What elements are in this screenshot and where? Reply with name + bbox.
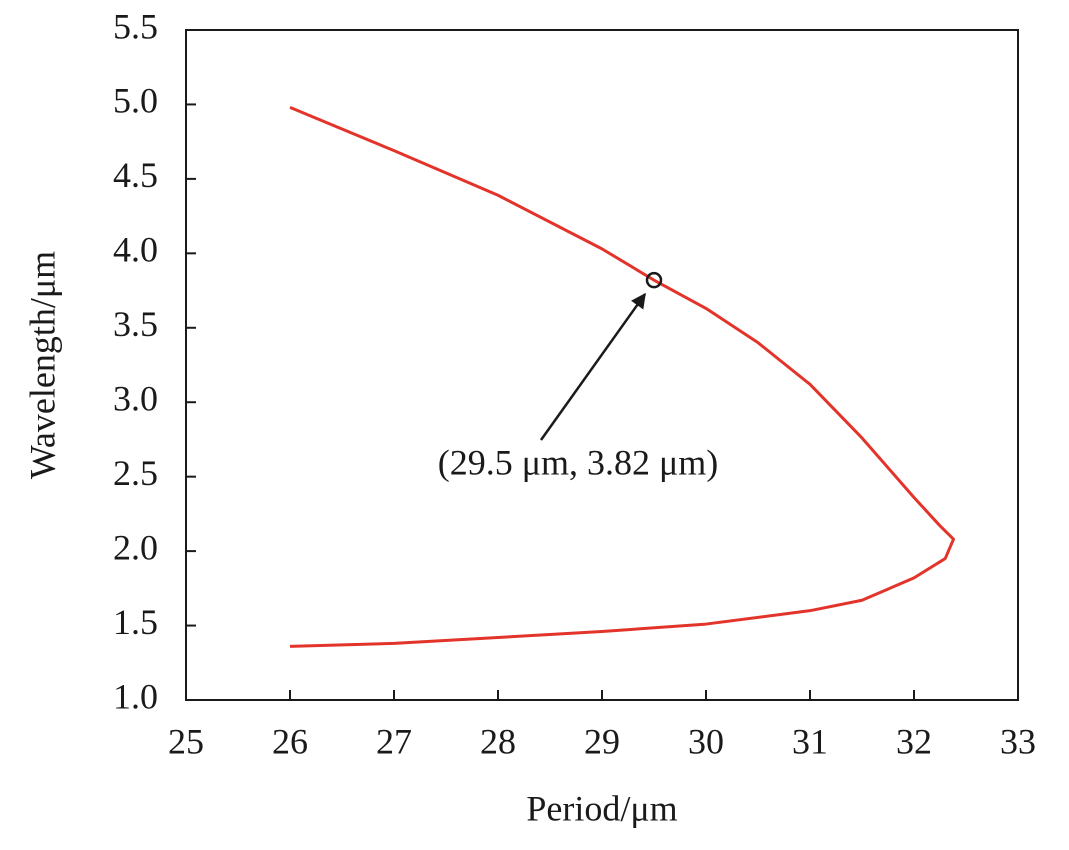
y-tick-label: 5.5 <box>113 6 158 46</box>
x-tick-label: 32 <box>896 721 932 761</box>
x-axis-label: Period/μm <box>526 788 677 828</box>
x-tick-label: 28 <box>480 721 516 761</box>
x-tick-label: 30 <box>688 721 724 761</box>
y-tick-label: 3.5 <box>113 304 158 344</box>
x-tick-label: 31 <box>792 721 828 761</box>
y-tick-label: 5.0 <box>113 81 158 121</box>
x-tick-label: 29 <box>584 721 620 761</box>
y-tick-label: 1.5 <box>113 602 158 642</box>
x-tick-label: 27 <box>376 721 412 761</box>
x-tick-label: 26 <box>272 721 308 761</box>
y-axis-label: Wavelength/μm <box>22 251 62 479</box>
y-tick-label: 2.0 <box>113 527 158 567</box>
annotation-arrow <box>539 292 647 441</box>
marker <box>645 271 663 289</box>
x-tick-label: 33 <box>1000 721 1036 761</box>
x-tick-label: 25 <box>168 721 204 761</box>
y-tick-label: 4.5 <box>113 155 158 195</box>
annotation: (29.5 μm, 3.82 μm) <box>438 442 719 482</box>
y-tick-label: 3.0 <box>113 378 158 418</box>
y-tick-label: 2.5 <box>113 453 158 493</box>
y-tick-label: 4.0 <box>113 230 158 270</box>
plot-frame <box>185 29 1019 701</box>
curve <box>289 106 956 648</box>
y-tick-label: 1.0 <box>113 676 158 716</box>
